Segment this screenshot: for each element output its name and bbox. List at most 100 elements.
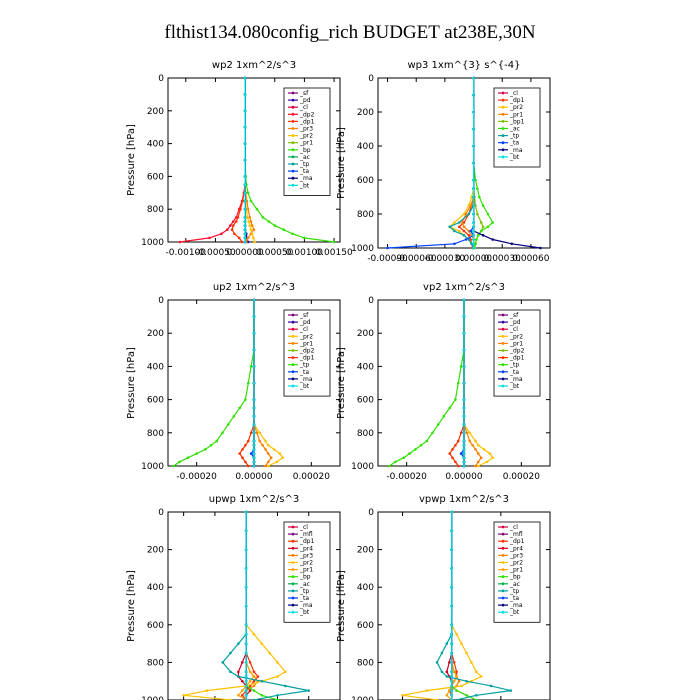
series-point bbox=[276, 675, 279, 678]
legend-label: _tp bbox=[299, 161, 309, 168]
series-point bbox=[388, 464, 391, 468]
panel-5: vpwp 1xm^2/s^3 Pressure [hPa] 0 200 400 600 80… bbox=[336, 494, 551, 700]
series-point bbox=[209, 444, 213, 447]
series-point bbox=[249, 452, 253, 455]
series-point bbox=[462, 398, 466, 401]
x-tick-label: -0.00020 bbox=[176, 472, 217, 482]
legend-marker bbox=[501, 554, 505, 557]
series-point bbox=[457, 225, 461, 229]
series-point bbox=[457, 229, 461, 233]
series-point bbox=[440, 651, 444, 655]
series-point bbox=[472, 225, 475, 229]
series-point bbox=[475, 238, 478, 241]
series-point bbox=[462, 439, 466, 443]
legend: _cl_dp1_pr2_pr1_bp1_ac_tp_ta_ma_bt bbox=[493, 87, 541, 168]
series-point bbox=[243, 76, 247, 80]
y-tick-label: 200 bbox=[357, 329, 374, 339]
y-tick-label: 0 bbox=[158, 508, 164, 518]
legend-marker bbox=[501, 342, 505, 345]
series-point bbox=[252, 315, 256, 318]
x-tick-label: 0.00020 bbox=[503, 472, 540, 482]
series-point bbox=[246, 207, 250, 211]
series-point bbox=[332, 240, 336, 244]
series-point bbox=[459, 452, 463, 455]
y-tick-label: 400 bbox=[147, 362, 164, 372]
series-point bbox=[436, 423, 440, 426]
x-tick-label: 0.00100 bbox=[286, 248, 323, 258]
series-point bbox=[247, 439, 250, 443]
series-point bbox=[457, 381, 460, 385]
series-point bbox=[462, 229, 466, 233]
series-point bbox=[460, 221, 464, 224]
series-point bbox=[243, 175, 247, 178]
series-point bbox=[448, 661, 451, 664]
series-point bbox=[472, 110, 475, 114]
legend-marker bbox=[291, 532, 295, 536]
series-point bbox=[275, 460, 279, 464]
legend-label: _ma bbox=[509, 376, 523, 383]
series-point bbox=[481, 234, 485, 237]
series-point bbox=[450, 670, 454, 674]
series-point bbox=[260, 679, 264, 683]
legend-label: _ma bbox=[299, 602, 313, 609]
series-point bbox=[243, 228, 247, 231]
series-point bbox=[255, 431, 259, 435]
series-point bbox=[451, 448, 454, 451]
series-point bbox=[258, 431, 262, 435]
series-point bbox=[470, 195, 473, 199]
y-tick-label: 0 bbox=[158, 74, 164, 84]
x-tick-label: 0.00000 bbox=[235, 472, 272, 482]
series-point bbox=[244, 460, 247, 464]
panel-title: upwp 1xm^2/s^3 bbox=[209, 494, 299, 505]
legend-marker bbox=[501, 370, 505, 374]
plot-frame bbox=[377, 77, 551, 249]
legend-label: _ac bbox=[299, 581, 310, 588]
series-point bbox=[462, 464, 466, 468]
legend-marker bbox=[501, 320, 505, 324]
y-axis-label: Pressure [hPa] bbox=[126, 570, 137, 642]
series-point bbox=[472, 195, 475, 199]
series-point bbox=[462, 298, 466, 302]
series-point bbox=[252, 331, 256, 335]
legend-label: _cl bbox=[299, 524, 308, 531]
series-point bbox=[467, 229, 471, 233]
series-point bbox=[186, 456, 190, 460]
legend-label: _dp1 bbox=[299, 118, 315, 125]
x-tick-label: -0.00100 bbox=[166, 248, 207, 258]
legend-label: _ta bbox=[299, 369, 309, 376]
series-point bbox=[252, 398, 256, 401]
series-point bbox=[237, 670, 240, 674]
series-point bbox=[539, 246, 542, 250]
series-point bbox=[236, 216, 240, 219]
figure-title: flthist134.080config_rich BUDGET at238E,… bbox=[164, 22, 535, 43]
legend-marker bbox=[291, 148, 295, 152]
series-point bbox=[450, 585, 454, 589]
series-point bbox=[462, 452, 466, 455]
legend-label: _cl bbox=[299, 326, 308, 333]
series-point bbox=[457, 679, 461, 683]
legend-label: _ta bbox=[299, 168, 309, 175]
legend-box bbox=[283, 309, 331, 397]
series-point bbox=[472, 178, 475, 182]
series-point bbox=[246, 240, 250, 244]
legend-marker bbox=[501, 356, 505, 359]
series-point bbox=[479, 221, 483, 224]
series-point bbox=[244, 604, 248, 608]
series-point bbox=[276, 661, 279, 664]
x-tick-label: 0.00060 bbox=[512, 254, 549, 264]
legend-marker bbox=[291, 582, 295, 586]
legend-marker bbox=[291, 589, 295, 593]
series-point bbox=[472, 221, 475, 224]
series-point bbox=[482, 448, 486, 451]
series-point bbox=[509, 689, 512, 692]
legend-label: _cl bbox=[509, 326, 518, 333]
series-point bbox=[445, 694, 449, 697]
legend-label: _bt bbox=[509, 154, 520, 161]
legend-box bbox=[493, 309, 541, 397]
series-point bbox=[472, 242, 475, 246]
series-point bbox=[462, 460, 466, 464]
series-point bbox=[204, 448, 207, 451]
series-point bbox=[440, 670, 444, 674]
series-point bbox=[472, 246, 475, 250]
legend-box bbox=[283, 521, 331, 623]
